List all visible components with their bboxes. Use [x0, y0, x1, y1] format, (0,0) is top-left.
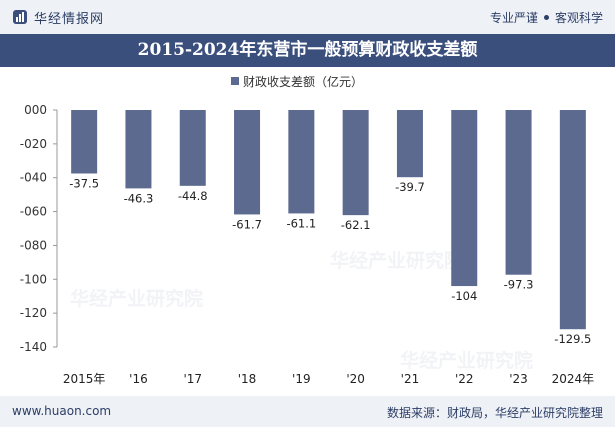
header-tags: 专业严谨 客观科学	[490, 9, 603, 26]
footer-bar: www.huaon.com 数据来源：财政局，华经产业研究院整理	[0, 396, 615, 427]
x-tick-label: '16	[129, 372, 148, 386]
x-tick-label: '23	[509, 372, 528, 386]
data-label: -37.5	[69, 176, 99, 190]
x-tick-label: '17	[183, 372, 202, 386]
data-label: -62.1	[341, 218, 371, 232]
chart-title: 2015-2024年东营市一般预算财政收支差额	[137, 40, 478, 60]
y-tick-label: -100	[20, 272, 47, 286]
tag-objective: 客观科学	[554, 11, 603, 25]
bar	[125, 110, 152, 189]
x-tick-label: '21	[401, 372, 420, 386]
data-label: -129.5	[554, 332, 591, 346]
bar	[505, 110, 532, 275]
data-label: -104	[451, 289, 477, 303]
brand-name: 华经情报网	[34, 12, 105, 27]
separator-dot	[543, 15, 549, 20]
x-tick-label: '18	[238, 372, 257, 386]
bar	[288, 110, 315, 214]
data-label: -97.3	[504, 278, 534, 292]
legend-label: 财政收支差额（亿元）	[243, 74, 363, 89]
x-tick-label: '22	[455, 372, 474, 386]
data-label: -46.3	[124, 191, 154, 205]
y-tick-label: -120	[20, 306, 47, 320]
chart-legend: 财政收支差额（亿元）	[231, 74, 363, 89]
tag-professional: 专业严谨	[489, 11, 538, 25]
title-bar: 2015-2024年东营市一般预算财政收支差额	[0, 34, 615, 67]
bar	[234, 110, 261, 215]
bar	[71, 110, 98, 174]
legend-swatch	[231, 77, 239, 85]
bar	[179, 110, 206, 186]
x-tick-label: 2015年	[63, 372, 106, 386]
bar	[396, 110, 423, 178]
data-label: -44.8	[178, 189, 208, 203]
header-bar: 华经情报网 专业严谨 客观科学	[0, 0, 615, 34]
x-tick-label: '20	[346, 372, 365, 386]
data-label: -61.1	[286, 216, 316, 230]
bar	[451, 110, 478, 287]
y-tick-label: -020	[20, 137, 47, 151]
x-tick-label: 2024年	[552, 372, 595, 386]
data-source: 数据来源：财政局，华经产业研究院整理	[386, 406, 603, 420]
x-tick-label: '19	[292, 372, 311, 386]
y-tick-label: -140	[20, 340, 47, 354]
bar	[342, 110, 369, 216]
watermark-text: 华经产业研究院	[330, 249, 463, 272]
y-tick-label: -080	[20, 238, 47, 252]
website-link[interactable]: www.huaon.com	[12, 404, 112, 418]
watermark-text: 华经产业研究院	[70, 287, 203, 310]
data-label: -39.7	[395, 180, 425, 194]
y-tick-label: -040	[20, 171, 47, 185]
logo-icon	[13, 10, 27, 24]
bar	[559, 110, 586, 330]
bar-chart: 华经产业研究院华经产业研究院华经产业研究院财政收支差额（亿元）000-020-0…	[20, 74, 595, 386]
data-label: -61.7	[232, 217, 262, 231]
y-tick-label: 000	[24, 103, 47, 117]
y-tick-label: -060	[20, 205, 47, 219]
watermark-text: 华经产业研究院	[400, 349, 533, 372]
